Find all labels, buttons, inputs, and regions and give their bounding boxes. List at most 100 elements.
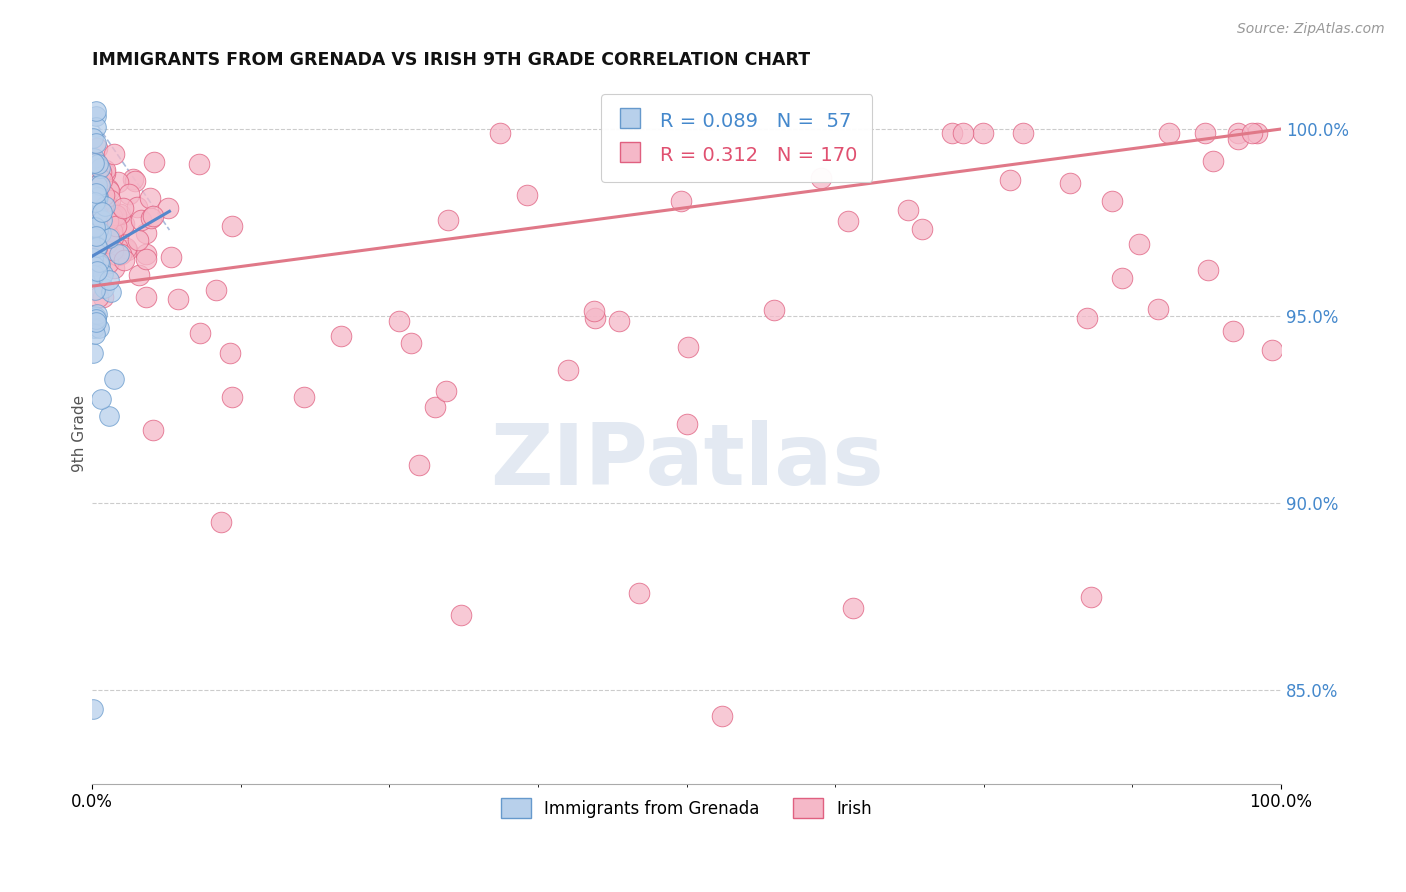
Point bbox=[87, 196, 110, 211]
Point bbox=[128, 268, 150, 283]
Point bbox=[763, 303, 786, 318]
Point bbox=[91, 193, 114, 207]
Point bbox=[87, 321, 110, 335]
Point bbox=[110, 247, 132, 261]
Point bbox=[96, 222, 118, 236]
Point bbox=[83, 219, 105, 234]
Point bbox=[101, 243, 124, 257]
Point bbox=[1128, 237, 1150, 252]
Point bbox=[117, 243, 139, 257]
Point bbox=[100, 193, 122, 207]
Point bbox=[84, 194, 107, 209]
Point bbox=[86, 214, 108, 228]
Point bbox=[1202, 153, 1225, 168]
Point bbox=[103, 260, 125, 275]
Point bbox=[810, 171, 832, 186]
Point bbox=[86, 229, 108, 244]
Point bbox=[86, 217, 108, 231]
Point bbox=[516, 188, 538, 202]
Point bbox=[97, 200, 120, 214]
Point bbox=[1111, 271, 1133, 285]
Point bbox=[972, 126, 994, 140]
Point bbox=[84, 186, 107, 200]
Point bbox=[108, 247, 131, 261]
Point bbox=[118, 186, 141, 201]
Point bbox=[90, 222, 112, 236]
Point bbox=[156, 202, 179, 216]
Point bbox=[89, 258, 111, 272]
Point bbox=[86, 220, 108, 235]
Point bbox=[121, 172, 143, 186]
Point bbox=[86, 225, 108, 239]
Point bbox=[86, 307, 108, 321]
Point bbox=[91, 191, 114, 205]
Point bbox=[91, 193, 114, 207]
Point bbox=[139, 211, 162, 225]
Point bbox=[91, 194, 114, 208]
Point bbox=[1059, 176, 1081, 190]
Point bbox=[87, 225, 110, 239]
Point bbox=[627, 586, 650, 600]
Point bbox=[86, 212, 108, 227]
Point bbox=[86, 182, 108, 196]
Point bbox=[82, 268, 104, 283]
Point bbox=[87, 157, 110, 171]
Point bbox=[82, 346, 104, 360]
Point bbox=[98, 409, 121, 424]
Point bbox=[1197, 263, 1219, 277]
Point bbox=[83, 268, 105, 282]
Point bbox=[139, 191, 162, 205]
Point bbox=[103, 146, 125, 161]
Point bbox=[330, 328, 353, 343]
Point bbox=[911, 222, 934, 236]
Point bbox=[100, 224, 122, 238]
Point bbox=[111, 201, 134, 215]
Point bbox=[104, 210, 127, 224]
Point bbox=[83, 310, 105, 324]
Point bbox=[86, 209, 108, 223]
Point bbox=[89, 219, 111, 234]
Point bbox=[219, 346, 242, 360]
Point bbox=[408, 458, 430, 473]
Point bbox=[86, 240, 108, 254]
Point bbox=[86, 240, 108, 254]
Point bbox=[86, 156, 108, 170]
Point bbox=[669, 194, 692, 209]
Point bbox=[98, 273, 121, 287]
Point bbox=[388, 313, 411, 327]
Point bbox=[125, 200, 148, 214]
Point bbox=[86, 213, 108, 227]
Point bbox=[90, 230, 112, 244]
Point bbox=[86, 103, 108, 118]
Point bbox=[94, 220, 117, 235]
Point bbox=[100, 285, 122, 299]
Point bbox=[94, 218, 117, 232]
Point bbox=[84, 109, 107, 123]
Point bbox=[82, 130, 104, 145]
Point bbox=[101, 229, 124, 244]
Point bbox=[86, 231, 108, 245]
Point bbox=[84, 120, 107, 135]
Point bbox=[86, 263, 108, 277]
Point bbox=[94, 199, 117, 213]
Point bbox=[90, 243, 112, 257]
Point bbox=[423, 400, 446, 414]
Point bbox=[93, 229, 115, 244]
Point bbox=[842, 600, 865, 615]
Point bbox=[83, 259, 105, 273]
Point bbox=[83, 188, 105, 202]
Point bbox=[101, 210, 124, 224]
Point bbox=[89, 255, 111, 269]
Point bbox=[127, 233, 149, 247]
Point bbox=[82, 222, 104, 236]
Point bbox=[1261, 343, 1284, 357]
Point bbox=[1101, 194, 1123, 208]
Point bbox=[90, 199, 112, 213]
Point bbox=[84, 283, 107, 297]
Point bbox=[188, 326, 211, 340]
Point bbox=[94, 210, 117, 224]
Point bbox=[93, 188, 115, 202]
Point bbox=[84, 136, 107, 151]
Point bbox=[998, 173, 1021, 187]
Point bbox=[143, 155, 166, 169]
